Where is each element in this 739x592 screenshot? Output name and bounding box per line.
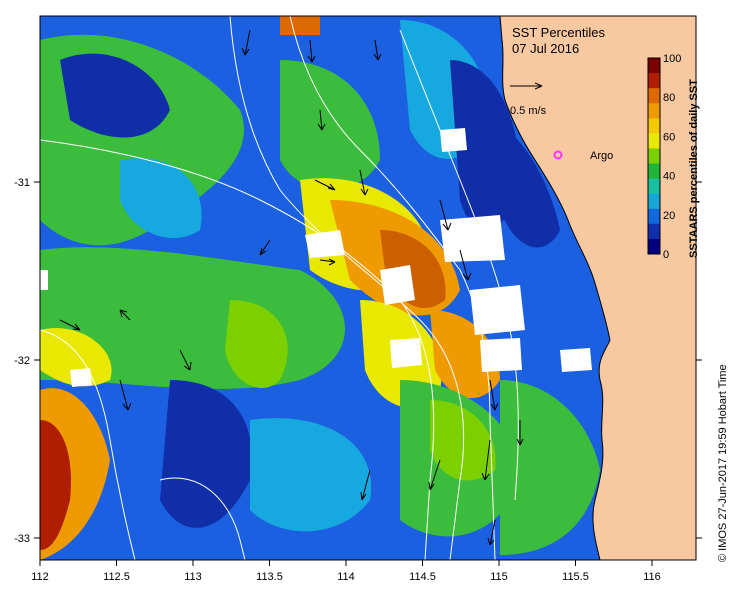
- current-arrow: [516, 420, 524, 446]
- colorbar-swatch: [648, 178, 660, 195]
- colorbar-swatch: [648, 133, 660, 149]
- colorbar-swatch: [648, 193, 660, 210]
- sst-patch: [120, 158, 202, 239]
- colorbar-tick-label: 80: [663, 92, 675, 104]
- cloud-gap: [560, 348, 592, 372]
- current-arrow: [489, 379, 499, 411]
- colorbar-swatch: [648, 163, 660, 180]
- colorbar-swatch: [648, 238, 660, 255]
- cloud-gap: [70, 368, 92, 387]
- sst-patch: [40, 420, 71, 550]
- land-western-australia: [499, 16, 696, 560]
- map-date: 07 Jul 2016: [512, 41, 579, 56]
- x-tick-label: 115.5: [562, 571, 589, 583]
- contour-line: [399, 29, 519, 501]
- current-arrow: [360, 469, 371, 501]
- colorbar-swatch: [648, 73, 660, 89]
- current-arrow: [487, 519, 496, 546]
- x-tick-label: 115: [490, 571, 508, 583]
- sst-patch: [40, 328, 112, 387]
- colorbar-swatch: [648, 118, 660, 134]
- plot-frame: [39, 15, 697, 561]
- sst-patch: [500, 380, 600, 555]
- sst-patch: [250, 418, 372, 532]
- current-arrow: [59, 319, 81, 331]
- colorbar-swatch: [648, 103, 660, 119]
- y-tick-label: -31: [14, 177, 30, 189]
- colorbar-frame: [647, 57, 661, 255]
- current-arrow: [259, 239, 271, 256]
- current-arrow: [317, 109, 326, 131]
- argo-label: Argo: [590, 150, 613, 162]
- current-arrow: [307, 39, 316, 63]
- colorbar-tick-label: 0: [663, 249, 669, 261]
- contour-line: [40, 139, 435, 560]
- x-tick-label: 112.5: [103, 571, 130, 583]
- colorbar-tick-label: 40: [663, 171, 675, 183]
- argo-float-marker: [553, 150, 563, 160]
- colorbar-swatch: [648, 223, 660, 240]
- sst-patch: [60, 53, 170, 138]
- sst-percentile-field: [40, 16, 600, 560]
- y-tick-label: -32: [14, 355, 30, 367]
- current-vectors: [59, 29, 524, 546]
- current-arrow: [459, 249, 472, 281]
- x-tick-label: 114: [337, 571, 355, 583]
- cloud-gap: [380, 265, 415, 305]
- sst-patch: [225, 300, 288, 389]
- colorbar-tick-label: 100: [663, 53, 681, 65]
- colorbar-tick-label: 20: [663, 210, 675, 222]
- current-arrow: [179, 349, 192, 371]
- x-tick-label: 112: [31, 571, 49, 583]
- colorbar-tick-label: 60: [663, 131, 675, 143]
- colorbar-swatch: [648, 208, 660, 225]
- colorbar-label: SSTAARS percentiles of daily SST: [688, 79, 700, 258]
- contour-line: [289, 16, 496, 560]
- sst-patch: [490, 120, 560, 248]
- current-arrow: [314, 179, 336, 191]
- contour-line: [159, 477, 246, 560]
- current-arrow: [241, 29, 251, 56]
- cloud-gap: [440, 215, 505, 262]
- x-tick-label: 114.5: [409, 571, 436, 583]
- contour-line: [40, 329, 136, 560]
- current-arrow: [119, 309, 131, 321]
- current-arrow: [439, 199, 452, 231]
- current-arrow: [481, 439, 491, 481]
- sst-map-panel: [40, 16, 696, 560]
- credit-text: © IMOS 27-Jun-2017 19:59 Hobart Time: [717, 364, 729, 562]
- y-axis: -31 -32 -33: [14, 177, 702, 545]
- current-arrow: [119, 379, 132, 411]
- ssh-contours: [40, 16, 519, 560]
- colorbar-swatch: [648, 148, 660, 165]
- cloud-gap: [305, 230, 345, 258]
- sst-patch: [160, 380, 252, 528]
- current-arrow: [319, 258, 336, 266]
- cloud-gap: [390, 338, 422, 368]
- current-arrow: [428, 459, 441, 491]
- x-tick-label: 116: [643, 571, 661, 583]
- sst-patch: [430, 400, 496, 481]
- x-tick-label: 113.5: [256, 571, 283, 583]
- colorbar-swatch: [648, 58, 660, 74]
- reference-arrow-label: 0.5 m/s: [510, 105, 547, 117]
- contour-line: [229, 16, 465, 560]
- current-arrow: [359, 169, 369, 196]
- map-title: SST Percentiles: [512, 25, 605, 40]
- x-tick-label: 113: [184, 571, 202, 583]
- x-axis: 112 112.5 113 113.5 114 114.5 115 115.5 116: [31, 560, 661, 583]
- cloud-gap: [480, 338, 522, 372]
- cloud-gap: [470, 285, 525, 335]
- sst-patch: [430, 310, 500, 399]
- y-tick-label: -33: [14, 533, 30, 545]
- sst-patch: [280, 16, 320, 35]
- current-arrow: [373, 39, 382, 61]
- reference-arrow: [510, 82, 543, 90]
- cloud-gap: [40, 270, 48, 290]
- colorbar-swatch: [648, 88, 660, 104]
- sst-patch: [280, 60, 380, 190]
- colorbar: 100 80 60 40 20 0 SSTAARS percentiles of dail…: [647, 53, 700, 261]
